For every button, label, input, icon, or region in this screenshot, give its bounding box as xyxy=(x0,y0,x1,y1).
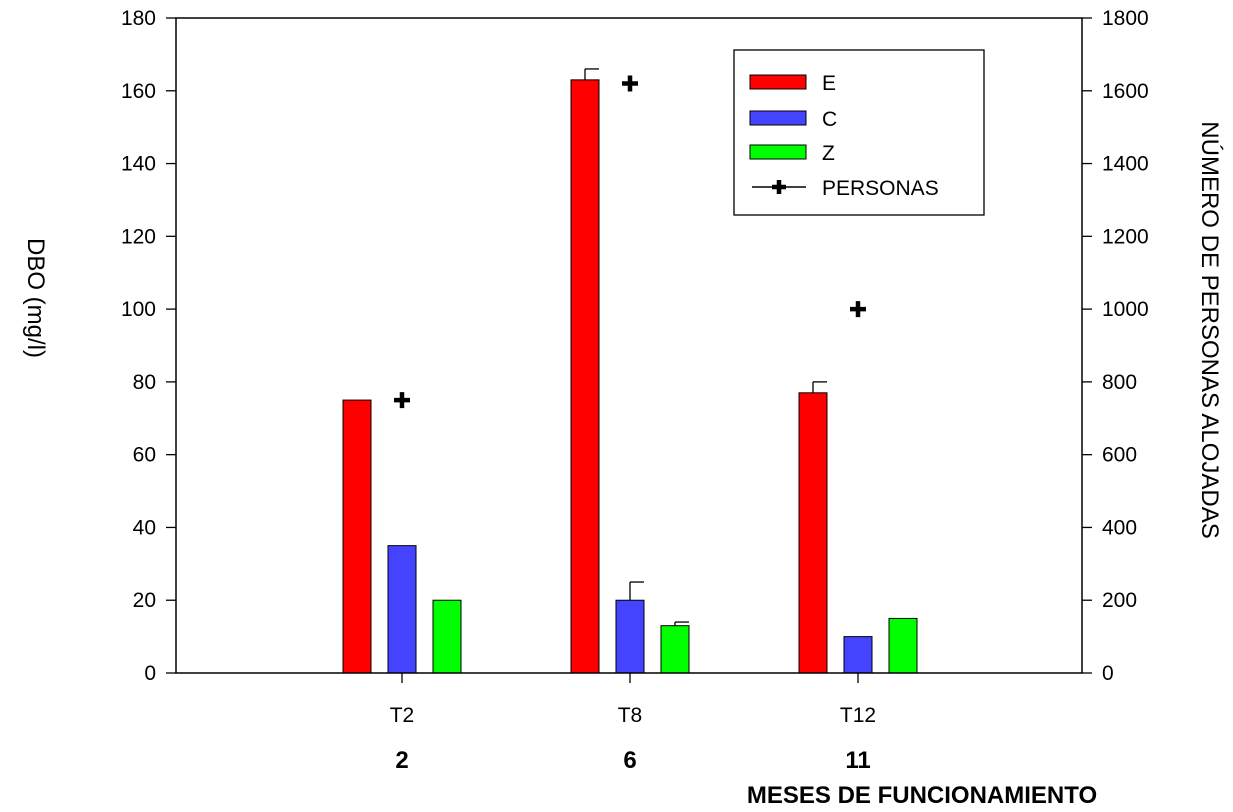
legend-label-personas: PERSONAS xyxy=(822,177,939,200)
right-tick-label: 1800 xyxy=(1102,7,1149,30)
legend-swatch-e xyxy=(749,74,807,90)
error-bar-e-t12 xyxy=(812,381,827,393)
left-tick-label: 0 xyxy=(144,662,156,685)
x-axis: T2 2 T8 6 T12 11 xyxy=(390,673,876,774)
right-tick-label: 1600 xyxy=(1102,80,1149,103)
bar-c-t2 xyxy=(387,545,417,674)
legend-swatch-z xyxy=(749,144,807,160)
right-tick-label: 1400 xyxy=(1102,153,1149,176)
error-bar-z-t8 xyxy=(674,621,689,626)
points-layer xyxy=(394,75,866,409)
error-bar-e-t8 xyxy=(584,68,599,80)
legend-label-e: E xyxy=(822,72,836,95)
left-tick-label: 80 xyxy=(133,371,156,394)
personas-point-t8 xyxy=(622,75,638,92)
x-tick-label: T12 xyxy=(840,704,876,727)
right-tick-label: 800 xyxy=(1102,371,1137,394)
right-tick-label: 200 xyxy=(1102,589,1137,612)
bar-e-t2 xyxy=(342,399,372,674)
left-tick-label: 120 xyxy=(121,225,156,248)
left-tick-label: 140 xyxy=(121,153,156,176)
month-label: 2 xyxy=(395,747,408,774)
right-tick-label: 1000 xyxy=(1102,298,1149,321)
bar-c-t8 xyxy=(615,599,645,674)
right-tick-label: 600 xyxy=(1102,444,1137,467)
error-bar-c-t8 xyxy=(629,581,644,601)
bars-layer xyxy=(342,68,918,674)
bar-z-t12 xyxy=(888,617,918,674)
personas-point-t2 xyxy=(394,392,410,409)
left-tick-label: 100 xyxy=(121,298,156,321)
personas-point-t12 xyxy=(850,301,866,318)
x-tick-label: T8 xyxy=(618,704,643,727)
bar-e-t12 xyxy=(798,392,828,674)
x-tick-label: T2 xyxy=(390,704,415,727)
left-tick-label: 160 xyxy=(121,80,156,103)
month-label: 6 xyxy=(623,747,636,774)
right-tick-label: 400 xyxy=(1102,516,1137,539)
legend-swatch-c xyxy=(749,110,807,126)
left-tick-label: 180 xyxy=(121,7,156,30)
right-tick-label: 0 xyxy=(1102,662,1114,685)
left-tick-label: 20 xyxy=(133,589,156,612)
plot-frame xyxy=(175,17,1083,674)
legend-label-z: Z xyxy=(822,142,835,165)
bar-c-t12 xyxy=(843,636,873,674)
bar-z-t8 xyxy=(660,625,690,674)
month-label: 11 xyxy=(845,747,870,774)
right-axis: 0 200 400 600 800 1000 1200 1400 1600 1800 xyxy=(1082,7,1149,685)
bar-z-t2 xyxy=(432,599,462,674)
legend-cross-icon xyxy=(772,180,786,194)
right-tick-label: 1200 xyxy=(1102,225,1149,248)
x-axis-title: MESES DE FUNCIONAMIENTO xyxy=(747,782,1097,809)
bar-e-t8 xyxy=(570,79,600,674)
legend-label-c: C xyxy=(822,108,837,131)
left-tick-label: 40 xyxy=(133,516,156,539)
legend: E C Z PERSONAS xyxy=(733,49,985,216)
y-axis-title-left: DBO (mg/l) xyxy=(22,238,49,358)
left-tick-label: 60 xyxy=(133,444,156,467)
left-axis: 0 20 40 60 80 100 120 140 160 180 xyxy=(121,7,176,685)
y-axis-title-right: NÚMERO DE PERSONAS ALOJADAS xyxy=(1196,121,1223,538)
